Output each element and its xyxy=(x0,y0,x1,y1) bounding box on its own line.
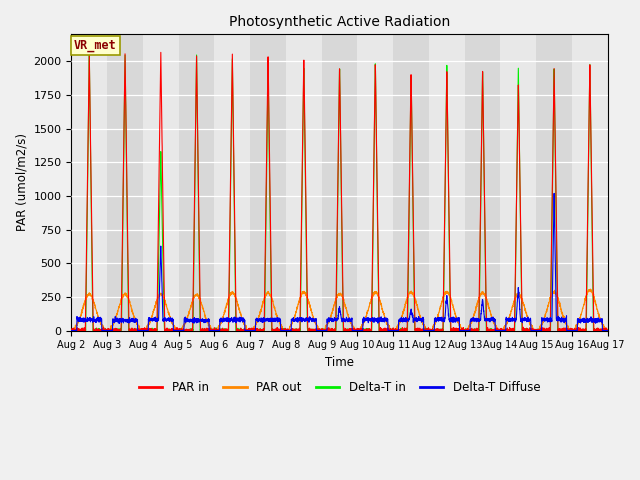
Legend: PAR in, PAR out, Delta-T in, Delta-T Diffuse: PAR in, PAR out, Delta-T in, Delta-T Dif… xyxy=(134,376,545,399)
Bar xyxy=(536,35,572,331)
Bar xyxy=(393,35,429,331)
Bar xyxy=(358,35,393,331)
Bar xyxy=(322,35,358,331)
Bar xyxy=(143,35,179,331)
Bar xyxy=(250,35,286,331)
Bar xyxy=(465,35,500,331)
Bar xyxy=(107,35,143,331)
Y-axis label: PAR (umol/m2/s): PAR (umol/m2/s) xyxy=(15,133,28,231)
Bar xyxy=(72,35,107,331)
Bar xyxy=(500,35,536,331)
X-axis label: Time: Time xyxy=(325,356,354,369)
Bar xyxy=(214,35,250,331)
Bar xyxy=(179,35,214,331)
Bar xyxy=(429,35,465,331)
Title: Photosynthetic Active Radiation: Photosynthetic Active Radiation xyxy=(229,15,450,29)
Bar xyxy=(572,35,608,331)
Text: VR_met: VR_met xyxy=(74,39,117,52)
Bar xyxy=(286,35,322,331)
